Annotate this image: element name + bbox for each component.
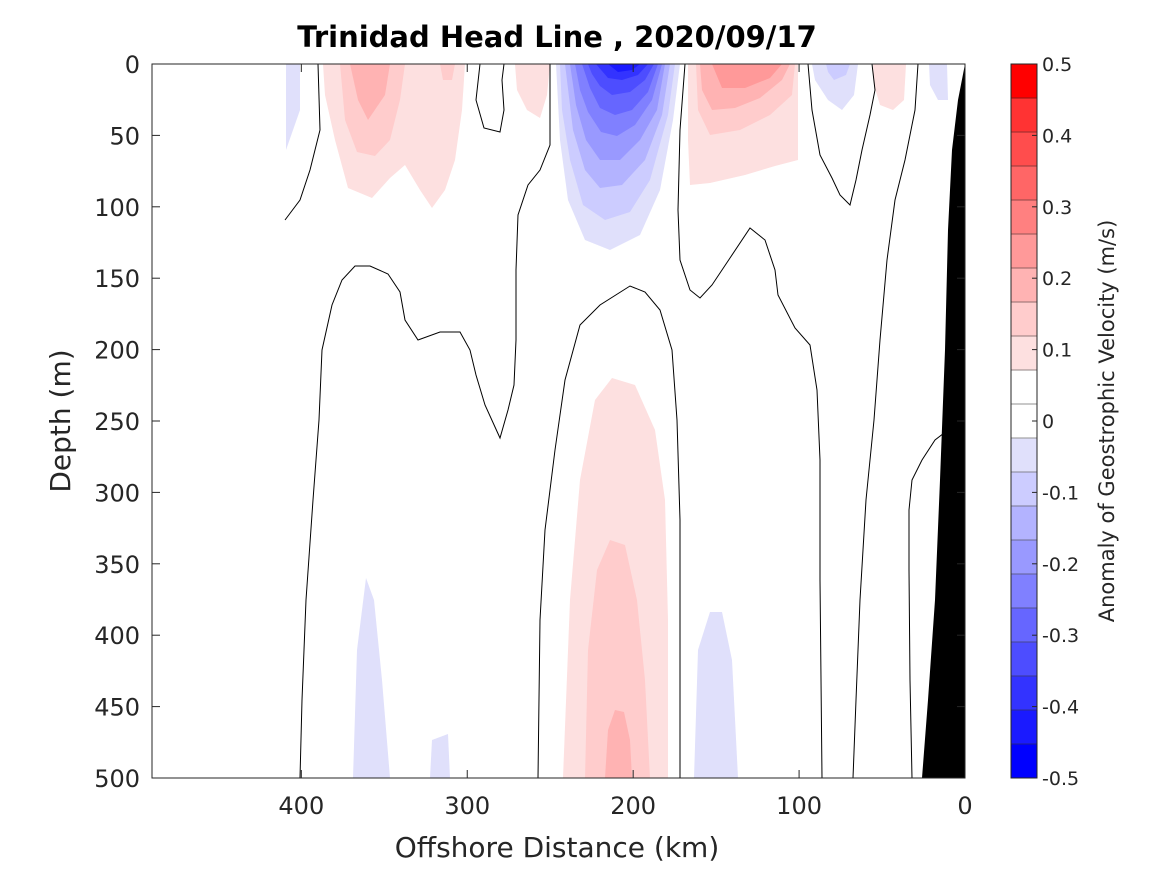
zero-contour-line xyxy=(299,64,551,778)
colorbar-swatch xyxy=(1011,540,1037,575)
zero-contour-line xyxy=(852,64,919,778)
colorbar-swatch xyxy=(1011,642,1037,677)
y-tick-label: 350 xyxy=(94,551,140,579)
colorbar-swatch xyxy=(1011,676,1037,711)
contour-fill-pos-left-4 xyxy=(440,64,455,80)
plot-area xyxy=(152,64,965,778)
contour-fill-neg-core-9 xyxy=(608,64,640,72)
colorbar-swatch xyxy=(1011,268,1037,303)
y-axis: 0 50 100 150 200 250 300 350 400 450 500 xyxy=(94,51,965,793)
colorbar: 0.5 0.4 0.3 0.2 0.1 0 -0.1 -0.2 -0.3 -0.4 -0.5 xyxy=(1010,54,1079,790)
y-tick-label: 0 xyxy=(125,51,140,79)
x-axis: 400 300 200 100 0 xyxy=(278,64,973,820)
contour-fills xyxy=(286,64,948,778)
contour-fill-neg-d xyxy=(929,64,948,100)
contour-fill-neg-core-8 xyxy=(596,64,648,80)
contour-fill-pos-right-4 xyxy=(712,64,782,88)
colorbar-tick-label: -0.2 xyxy=(1042,554,1079,576)
y-tick-label: 150 xyxy=(94,265,140,293)
colorbar-swatch xyxy=(1011,98,1037,133)
colorbar-tick-label: -0.4 xyxy=(1042,697,1079,719)
y-tick-label: 500 xyxy=(94,765,140,793)
colorbar-tick-label: 0.2 xyxy=(1042,268,1072,290)
contour-fill-neg-c xyxy=(812,64,858,110)
x-tick-label: 100 xyxy=(776,792,822,820)
contour-fill-neg-deep-1 xyxy=(694,612,738,778)
contour-fill-pos-c xyxy=(873,64,906,110)
y-axis-label: Depth (m) xyxy=(44,349,77,492)
colorbar-tick-label: -0.1 xyxy=(1042,482,1079,504)
y-tick-label: 200 xyxy=(94,337,140,365)
colorbar-swatch xyxy=(1011,370,1037,405)
y-tick-label: 400 xyxy=(94,622,140,650)
zero-contour-line xyxy=(807,64,876,206)
colorbar-tick-label: 0.4 xyxy=(1042,125,1072,147)
contour-fill-pos-deep-2 xyxy=(585,540,650,778)
bathymetry-fill xyxy=(922,64,965,778)
colorbar-swatch xyxy=(1011,166,1037,201)
x-tick-label: 0 xyxy=(957,792,972,820)
colorbar-swatch xyxy=(1011,302,1037,337)
colorbar-tick-label: 0.3 xyxy=(1042,197,1072,219)
contour-fill-neg-a xyxy=(286,64,300,150)
colorbar-swatch xyxy=(1011,710,1037,745)
colorbar-tick-label: -0.5 xyxy=(1042,768,1079,790)
contour-fill-pos-left-3 xyxy=(350,64,390,120)
colorbar-swatch xyxy=(1011,64,1037,99)
colorbar-swatch xyxy=(1011,574,1037,609)
y-tick-label: 250 xyxy=(94,408,140,436)
zero-contour-line xyxy=(677,64,823,778)
x-tick-label: 400 xyxy=(278,792,324,820)
y-tick-label: 450 xyxy=(94,694,140,722)
x-axis-label: Offshore Distance (km) xyxy=(395,831,720,864)
plot-background xyxy=(152,64,965,778)
colorbar-swatch xyxy=(1011,234,1037,269)
zero-contour-lines xyxy=(284,64,956,778)
y-tick-label: 300 xyxy=(94,479,140,507)
colorbar-tick-label: -0.3 xyxy=(1042,625,1079,647)
colorbar-tick-label: 0.1 xyxy=(1042,340,1072,362)
zero-contour-line xyxy=(537,285,681,778)
contour-fill-pos-b xyxy=(515,64,550,118)
colorbar-swatch xyxy=(1011,132,1037,167)
contour-fill-neg-c2 xyxy=(826,64,850,80)
colorbar-label: Anomaly of Geostrophic Velocity (m/s) xyxy=(1095,220,1119,623)
colorbar-swatch xyxy=(1011,438,1037,473)
colorbar-tick-label: 0 xyxy=(1042,411,1054,433)
zero-contour-line xyxy=(284,64,321,221)
contour-fill-pos-deep-3 xyxy=(605,710,632,778)
x-tick-label: 200 xyxy=(610,792,656,820)
contour-fill-neg-deep-3 xyxy=(430,734,450,778)
colorbar-swatch xyxy=(1011,608,1037,643)
x-tick-label: 300 xyxy=(444,792,490,820)
contour-fill-neg-deep-2 xyxy=(353,578,390,778)
colorbar-swatch xyxy=(1011,472,1037,507)
y-tick-label: 100 xyxy=(94,194,140,222)
colorbar-swatch xyxy=(1011,506,1037,541)
y-tick-label: 50 xyxy=(109,122,140,150)
chart-title: Trinidad Head Line , 2020/09/17 xyxy=(297,20,817,54)
zero-contour-line xyxy=(475,64,505,133)
colorbar-swatch xyxy=(1011,336,1037,371)
colorbar-swatch xyxy=(1011,200,1037,235)
colorbar-swatch xyxy=(1011,744,1037,779)
colorbar-tick-label: 0.5 xyxy=(1042,54,1072,76)
